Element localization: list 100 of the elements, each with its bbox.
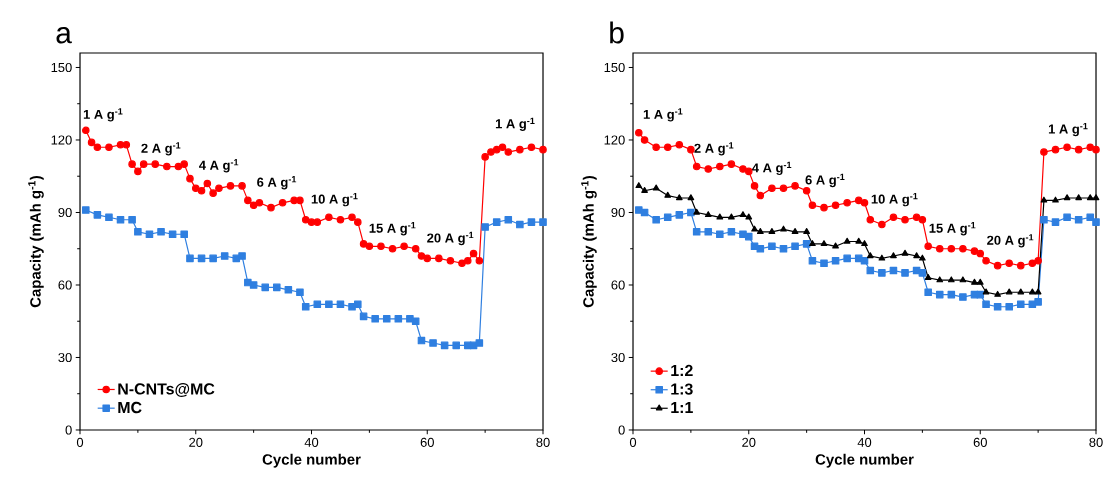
point bbox=[803, 228, 810, 235]
point bbox=[959, 244, 967, 253]
annotation: 1 A g$^{-1}$ bbox=[1048, 122, 1088, 137]
point bbox=[1016, 300, 1025, 309]
point bbox=[1028, 288, 1036, 295]
point bbox=[947, 244, 956, 253]
point bbox=[278, 199, 287, 207]
point bbox=[1074, 215, 1083, 224]
point bbox=[128, 160, 136, 168]
x-tick-label: 80 bbox=[1089, 437, 1103, 447]
point bbox=[802, 186, 811, 195]
point bbox=[663, 213, 672, 222]
point bbox=[1092, 194, 1100, 201]
point bbox=[693, 208, 701, 215]
point bbox=[423, 254, 432, 263]
point bbox=[831, 257, 840, 265]
point bbox=[652, 184, 660, 191]
legend-label: 1:3 bbox=[671, 383, 693, 395]
point bbox=[1005, 288, 1013, 295]
x-tick-label: 20 bbox=[189, 437, 203, 447]
point bbox=[635, 128, 643, 137]
point bbox=[180, 160, 188, 168]
point bbox=[539, 218, 547, 226]
point bbox=[843, 199, 851, 207]
point bbox=[756, 228, 764, 235]
point bbox=[209, 189, 217, 197]
point bbox=[1005, 302, 1013, 311]
point bbox=[452, 341, 460, 350]
point bbox=[692, 162, 701, 171]
point bbox=[854, 196, 863, 205]
point bbox=[901, 269, 909, 277]
y-axis-title: Capacity (mAh g$^{-1}$) bbox=[28, 175, 44, 308]
point bbox=[924, 273, 932, 280]
point bbox=[640, 136, 649, 144]
point bbox=[704, 165, 713, 173]
annotation: 15 A g$^{-1}$ bbox=[929, 222, 976, 236]
point bbox=[487, 148, 495, 156]
point bbox=[191, 184, 200, 193]
point bbox=[704, 211, 712, 218]
point bbox=[139, 160, 148, 168]
point bbox=[516, 145, 524, 154]
point bbox=[348, 213, 356, 222]
annotation: 6 A g$^{-1}$ bbox=[257, 176, 297, 190]
point bbox=[745, 213, 753, 220]
point bbox=[802, 240, 811, 248]
point bbox=[87, 138, 96, 147]
point bbox=[1040, 148, 1048, 156]
point bbox=[249, 281, 258, 289]
point bbox=[475, 339, 484, 347]
y-tick-label: 0 bbox=[618, 425, 625, 435]
point bbox=[982, 288, 990, 295]
x-axis-title: Cycle number bbox=[815, 453, 914, 468]
point bbox=[866, 215, 875, 224]
point bbox=[1017, 288, 1025, 295]
point bbox=[527, 143, 536, 152]
point bbox=[1052, 196, 1059, 203]
point bbox=[820, 259, 828, 268]
point bbox=[238, 252, 246, 260]
point bbox=[116, 215, 125, 224]
point bbox=[860, 199, 869, 207]
point bbox=[791, 228, 799, 235]
point bbox=[284, 286, 293, 294]
legend-label: 1:1 bbox=[671, 402, 693, 413]
point bbox=[993, 261, 1002, 270]
point bbox=[935, 244, 944, 253]
point bbox=[226, 182, 235, 190]
point bbox=[481, 153, 489, 161]
point bbox=[1086, 213, 1095, 222]
y-tick-label: 90 bbox=[58, 207, 72, 218]
annotation: 2 A g$^{-1}$ bbox=[141, 142, 181, 156]
x-tick-label: 80 bbox=[536, 437, 550, 447]
point bbox=[336, 300, 345, 309]
point bbox=[779, 244, 788, 253]
point bbox=[855, 237, 863, 244]
point bbox=[808, 257, 817, 265]
point bbox=[261, 283, 269, 292]
point bbox=[687, 194, 695, 201]
point bbox=[93, 143, 102, 152]
point bbox=[174, 162, 183, 171]
point bbox=[388, 244, 397, 253]
point bbox=[768, 228, 776, 235]
point bbox=[716, 162, 724, 171]
point bbox=[516, 220, 524, 229]
point bbox=[1034, 298, 1042, 306]
point bbox=[244, 196, 252, 205]
point bbox=[301, 215, 310, 224]
y-tick-label: 120 bbox=[604, 135, 625, 145]
point bbox=[768, 184, 776, 193]
x-axis-title: Cycle number bbox=[262, 453, 361, 468]
point bbox=[203, 179, 212, 188]
point bbox=[739, 230, 747, 239]
point bbox=[435, 254, 443, 263]
point bbox=[935, 290, 944, 299]
point bbox=[417, 252, 426, 260]
point bbox=[918, 269, 927, 277]
point bbox=[704, 228, 713, 236]
point bbox=[325, 300, 333, 309]
point bbox=[1034, 288, 1042, 295]
point bbox=[429, 339, 437, 347]
annotation: 1 A g$^{-1}$ bbox=[495, 117, 535, 131]
